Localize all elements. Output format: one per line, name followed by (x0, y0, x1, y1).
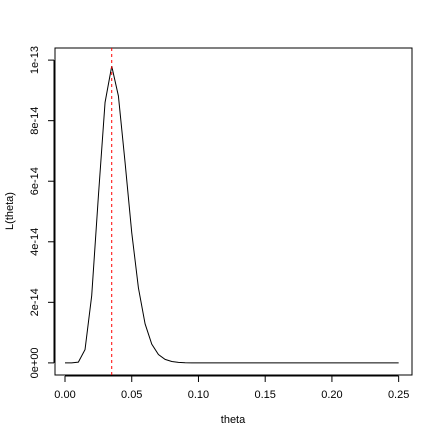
x-axis-title: theta (221, 414, 246, 426)
y-tick-label: 8e-14 (29, 107, 41, 135)
y-tick-label: 0e+00 (29, 347, 41, 378)
plot-box (54, 47, 413, 376)
likelihood-line (65, 66, 399, 364)
x-tick-label: 0.20 (321, 389, 342, 401)
y-axis-title: L(theta) (4, 192, 16, 230)
y-tick-label: 4e-14 (29, 228, 41, 256)
x-tick-label: 0.10 (188, 389, 209, 401)
x-tick-label: 0.25 (388, 389, 409, 401)
x-tick-label: 0.05 (121, 389, 142, 401)
x-tick-label: 0.15 (254, 389, 275, 401)
x-tick-label: 0.00 (54, 389, 75, 401)
y-tick-label: 2e-14 (29, 288, 41, 316)
y-tick-label: 1e-13 (29, 46, 41, 74)
y-tick-label: 6e-14 (29, 167, 41, 195)
